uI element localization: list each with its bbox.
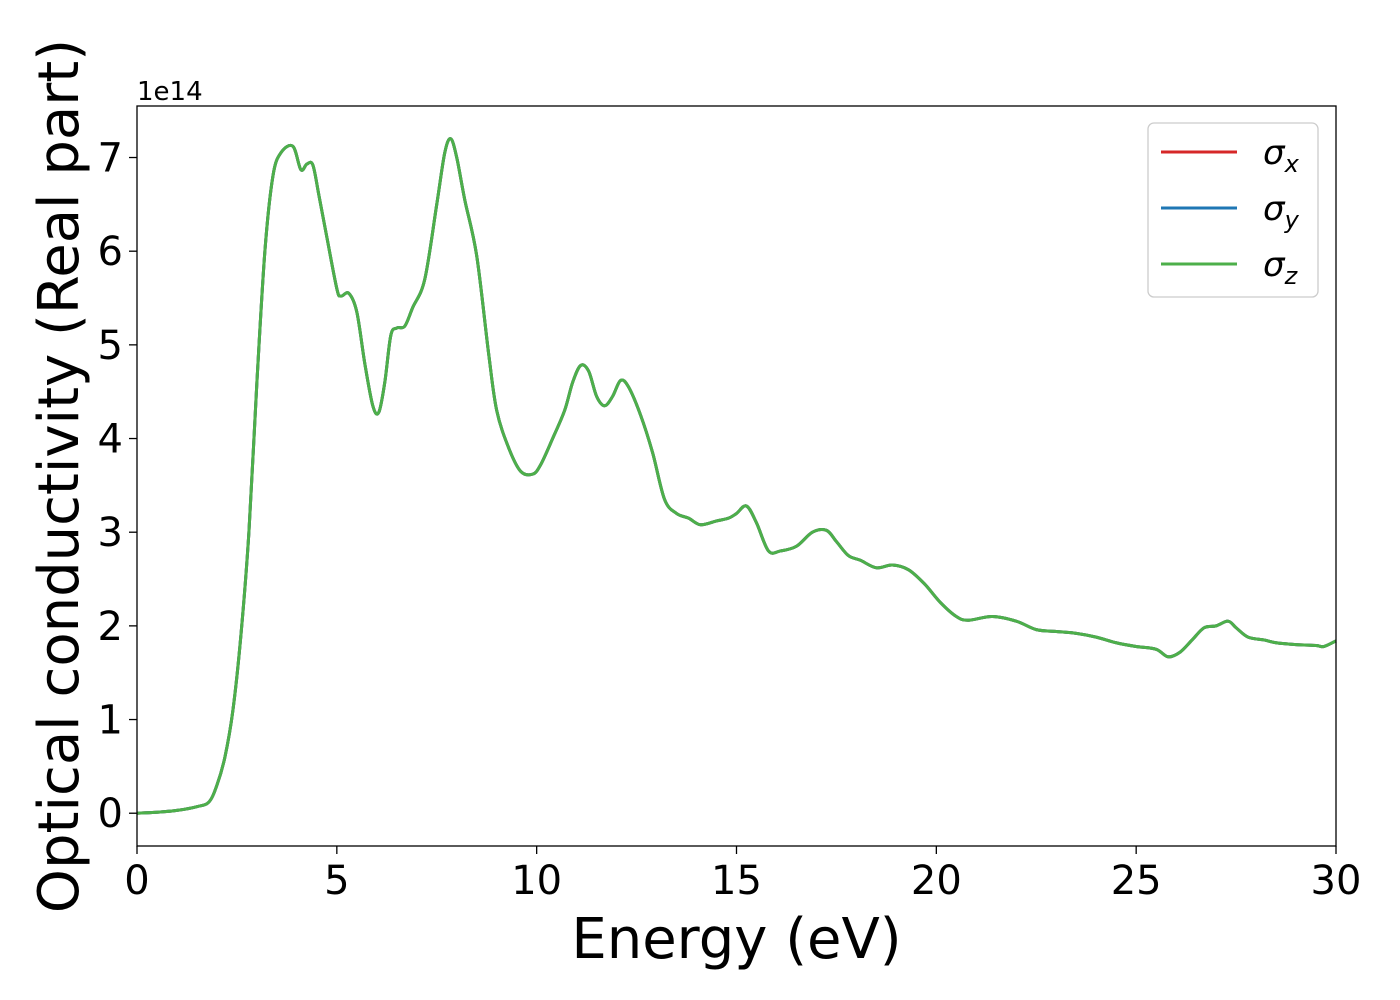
y-tick-label: 4 xyxy=(98,417,123,463)
y-tick-label: 3 xyxy=(98,510,123,556)
series-layer xyxy=(136,137,1337,815)
legend-frame xyxy=(1147,122,1319,298)
legend-subscript: z xyxy=(1284,262,1299,290)
legend-symbol: σ xyxy=(1263,245,1286,285)
y-tick-label: 1 xyxy=(98,698,123,744)
legend-label-z: σz xyxy=(1263,245,1299,290)
x-tick-label: 15 xyxy=(711,858,762,904)
plot-area xyxy=(137,106,1336,846)
legend-symbol: σ xyxy=(1263,133,1286,173)
x-axis-title: Energy (eV) xyxy=(571,907,901,972)
x-tick-label: 5 xyxy=(324,858,349,904)
legend-symbol: σ xyxy=(1263,189,1286,229)
x-axis-ticks: 0 5 10 15 20 25 30 xyxy=(124,846,1361,904)
legend-label-x: σx xyxy=(1263,133,1300,178)
legend-label-y: σy xyxy=(1263,189,1300,234)
y-tick-label: 2 xyxy=(98,604,123,650)
y-tick-label: 0 xyxy=(98,791,123,837)
y-offset-label: 1e14 xyxy=(137,77,203,107)
y-axis-ticks: 0 1 2 3 4 5 6 7 xyxy=(98,136,137,837)
y-tick-label: 6 xyxy=(98,229,123,275)
series-line-z xyxy=(136,137,1337,815)
y-tick-label: 5 xyxy=(98,323,123,369)
y-tick-label: 7 xyxy=(98,136,123,182)
x-tick-label: 0 xyxy=(124,858,149,904)
x-tick-label: 30 xyxy=(1311,858,1362,904)
x-tick-label: 20 xyxy=(911,858,962,904)
legend-subscript: y xyxy=(1284,206,1300,234)
legend-subscript: x xyxy=(1284,150,1300,178)
x-tick-label: 25 xyxy=(1111,858,1162,904)
y-axis-title: Optical conductivity (Real part) xyxy=(27,39,92,913)
x-tick-label: 10 xyxy=(511,858,562,904)
